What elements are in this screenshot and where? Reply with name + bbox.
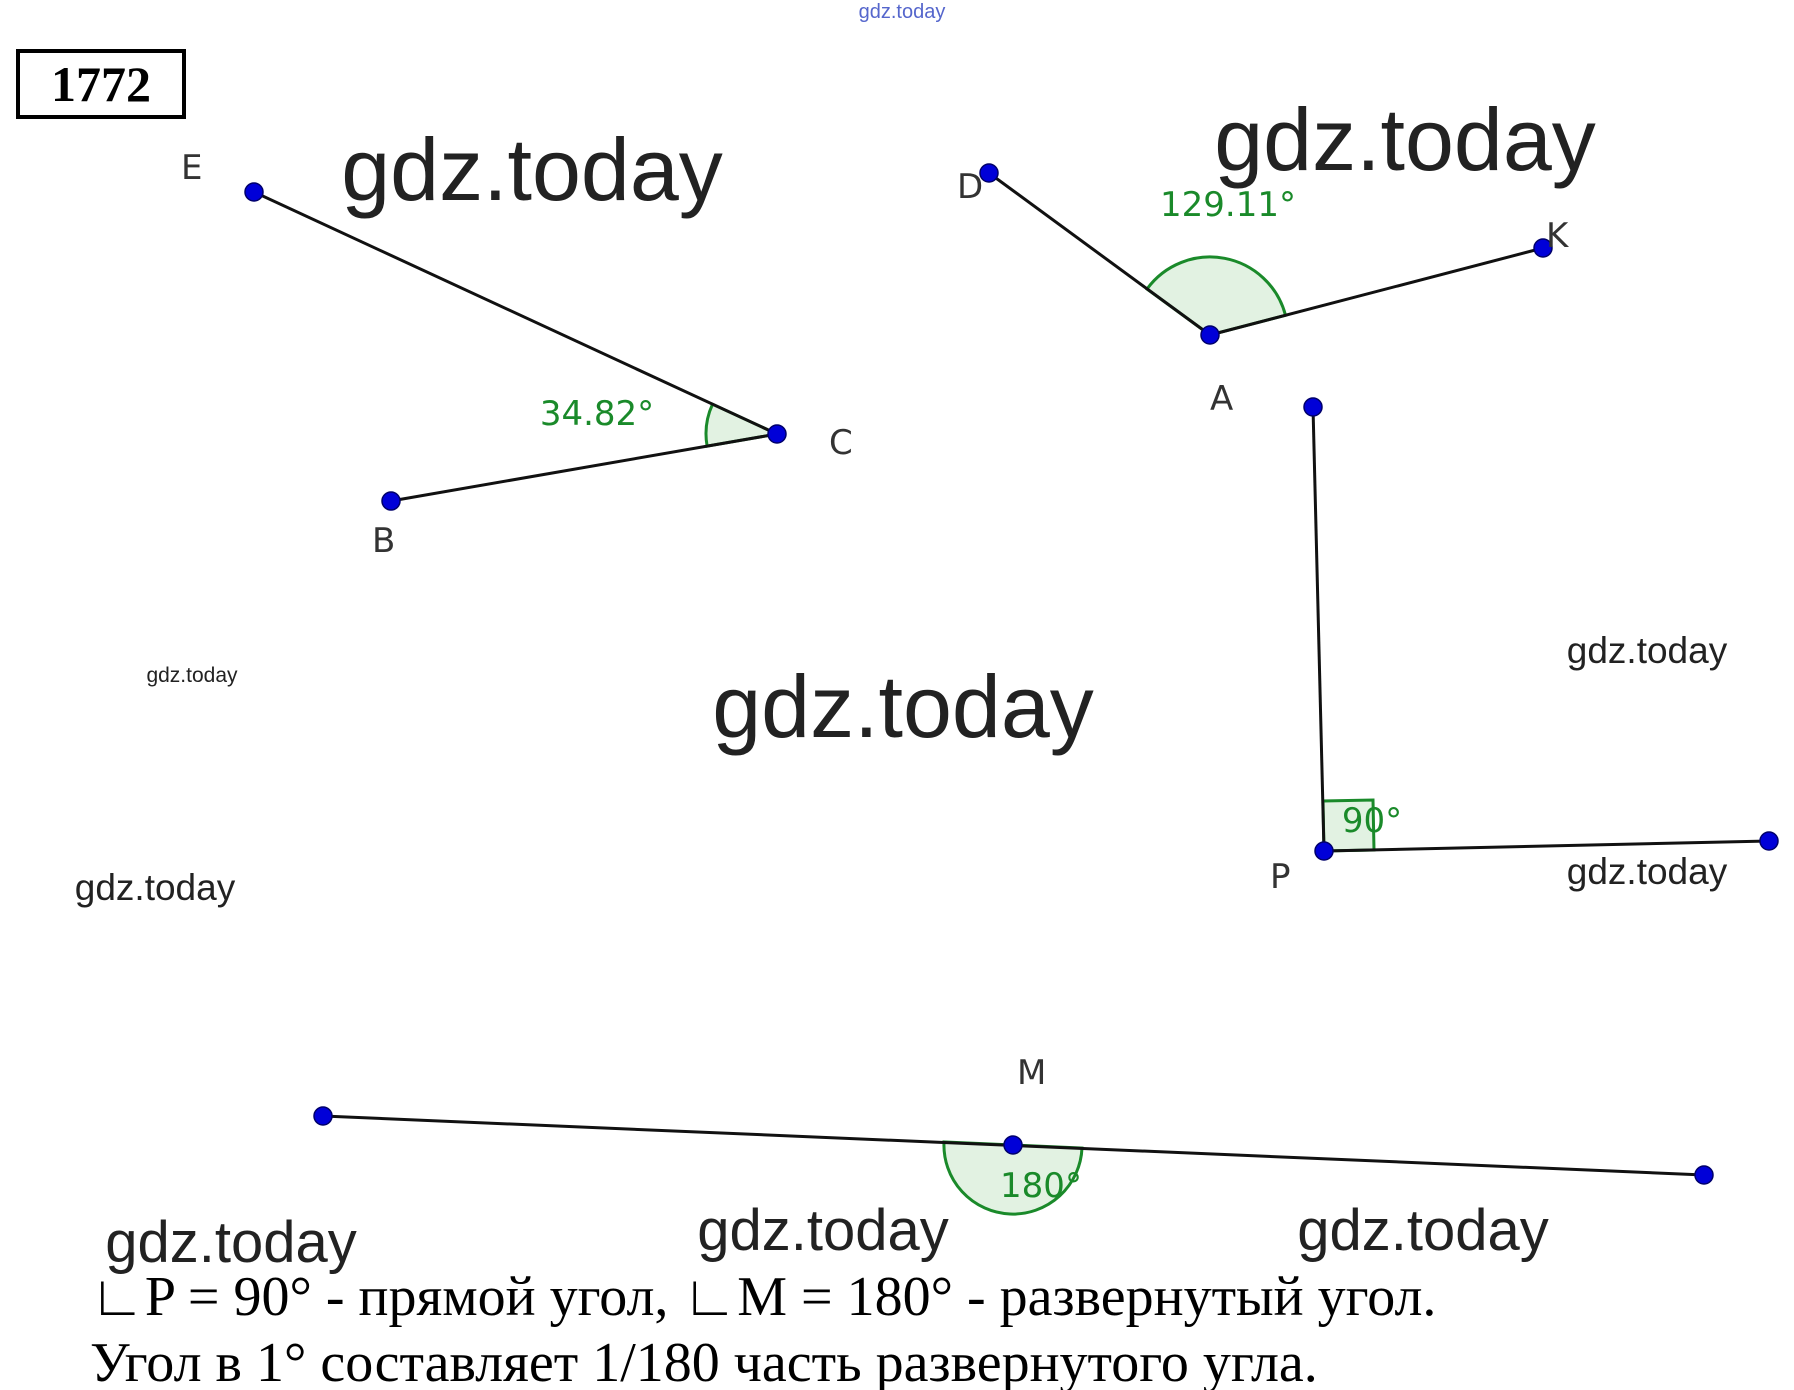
segment (1209, 246, 1544, 337)
watermark: gdz.today (697, 1198, 949, 1263)
watermark: gdz.today (1567, 630, 1728, 671)
point-label: M (1017, 1053, 1046, 1093)
watermark: gdz.today (712, 657, 1094, 756)
watermark: gdz.today (75, 867, 236, 908)
point (767, 424, 787, 444)
point (313, 1106, 333, 1126)
point-label: C (829, 423, 853, 463)
watermark: gdz.today (1214, 90, 1596, 189)
point-label: E (181, 148, 202, 188)
point (244, 182, 264, 202)
angle-label: 180° (1000, 1166, 1082, 1206)
point (1314, 841, 1334, 861)
watermark: gdz.today (105, 1210, 357, 1275)
point (381, 491, 401, 511)
watermark: gdz.today (146, 664, 238, 687)
number-box (16, 49, 186, 119)
segment (1311, 406, 1326, 852)
point-label: A (1210, 379, 1233, 419)
segment (390, 432, 778, 503)
watermark: gdz.today (859, 1, 946, 23)
point (1200, 325, 1220, 345)
point (1759, 831, 1779, 851)
angle-arc (942, 1140, 1084, 1216)
angle-label: 129.11° (1160, 185, 1296, 225)
segment (988, 171, 1211, 337)
angle-label: 34.82° (540, 394, 654, 434)
point (1003, 1135, 1023, 1155)
segment (253, 190, 778, 436)
problem-number: 1772 (51, 56, 151, 112)
point-label: P (1270, 857, 1291, 897)
text-line: Угол в 1° составляет 1/180 часть разверн… (90, 1332, 1318, 1390)
point (1303, 397, 1323, 417)
watermark: gdz.today (1567, 851, 1728, 892)
point-label: B (372, 521, 395, 561)
watermark: gdz.today (341, 120, 723, 219)
angle-label: 90° (1342, 801, 1402, 841)
point (1694, 1165, 1714, 1185)
angle-arc (1144, 255, 1288, 337)
point-label: K (1546, 216, 1570, 256)
point-label: D (957, 167, 983, 207)
watermark: gdz.today (1297, 1198, 1549, 1263)
point (1533, 238, 1553, 258)
text-line: ∟P = 90° - прямой угол, ∟M = 180° - разв… (90, 1266, 1436, 1328)
segment (1323, 839, 1770, 853)
point (979, 163, 999, 183)
